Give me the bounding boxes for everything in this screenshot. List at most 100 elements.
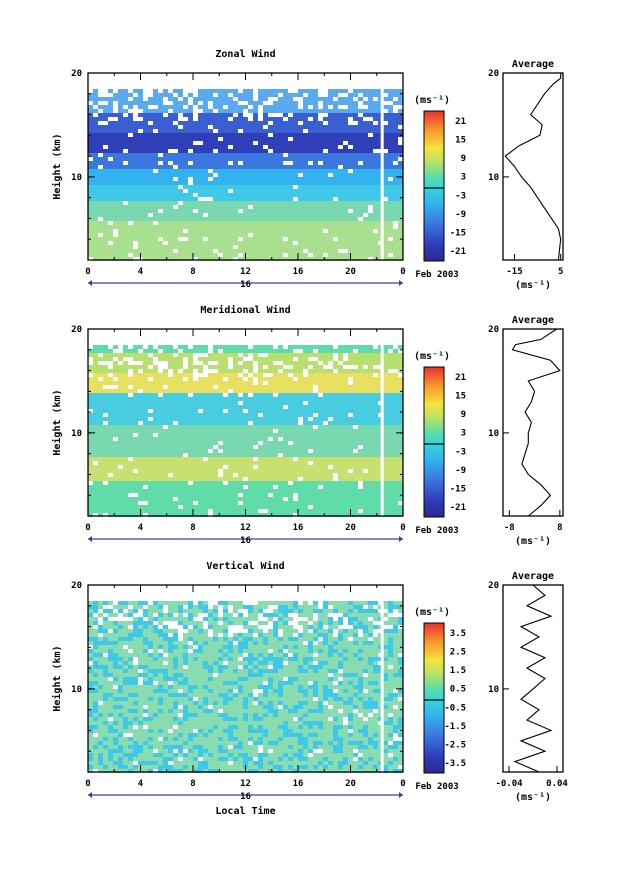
heatmap-cell (203, 233, 208, 237)
heatmap-cell (303, 97, 308, 101)
heatmap-cell (198, 349, 203, 353)
heatmap-cell (353, 357, 358, 361)
heatmap-cell (383, 505, 388, 509)
heatmap-cell (368, 109, 373, 113)
heatmap-cell (398, 473, 403, 477)
heatmap-cell (358, 245, 363, 249)
heatmap-cell (98, 369, 103, 373)
heatmap-cell (263, 169, 268, 173)
heatmap-cell (153, 249, 158, 253)
heatmap-cell (303, 393, 308, 397)
heatmap-cell (213, 217, 218, 221)
heatmap-cell (388, 445, 393, 449)
heatmap-cell (338, 189, 343, 193)
heatmap-cell (158, 185, 163, 189)
heatmap-cell (268, 449, 273, 453)
heatmap-cell (343, 377, 348, 381)
heatmap-cell (388, 481, 393, 485)
heatmap-cell (298, 181, 303, 185)
heatmap-cell (133, 405, 138, 409)
heatmap-cell (188, 241, 193, 245)
heatmap-cell (293, 161, 298, 165)
heatmap-cell (168, 225, 173, 229)
heatmap-cell (168, 493, 173, 497)
heatmap-cell (388, 373, 393, 377)
heatmap-cell (353, 397, 358, 401)
heatmap-cell (328, 245, 333, 249)
heatmap-cell (153, 97, 158, 101)
heatmap-cell (313, 177, 318, 181)
heatmap-cell (398, 461, 403, 465)
heatmap-cell (133, 169, 138, 173)
heatmap-cell (323, 177, 328, 181)
heatmap-cell (323, 345, 328, 349)
heatmap-cell (373, 165, 378, 169)
heatmap-cell (123, 353, 128, 357)
heatmap-cell (313, 209, 318, 213)
heatmap-cell (108, 505, 113, 509)
heatmap-cell (273, 497, 278, 501)
heatmap-cell (353, 201, 358, 205)
heatmap-cell (218, 501, 223, 505)
heatmap-cell (253, 425, 258, 429)
heatmap-cell (158, 485, 163, 489)
heatmap-cell (388, 245, 393, 249)
heatmap-cell (288, 357, 293, 361)
heatmap-cell (193, 181, 198, 185)
heatmap-cell (178, 461, 183, 465)
heatmap-cell (283, 441, 288, 445)
heatmap-cell (303, 349, 308, 353)
heatmap-cell (243, 169, 248, 173)
heatmap-cell (153, 381, 158, 385)
heatmap-cell (298, 461, 303, 465)
heatmap-cell (218, 489, 223, 493)
heatmap-cell (208, 353, 213, 357)
heatmap-cell (163, 173, 168, 177)
heatmap-cell (313, 221, 318, 225)
heatmap-cell (263, 141, 268, 145)
heatmap-cell (368, 429, 373, 433)
heatmap-cell (303, 437, 308, 441)
heatmap-cell (278, 241, 283, 245)
heatmap-cell (103, 189, 108, 193)
heatmap-cell (368, 125, 373, 129)
heatmap-cell (173, 145, 178, 149)
heatmap-cell (188, 205, 193, 209)
heatmap-cell (108, 213, 113, 217)
heatmap-cell (183, 169, 188, 173)
heatmap-cell (133, 505, 138, 509)
heatmap-cell (88, 377, 93, 381)
heatmap-cell (238, 173, 243, 177)
heatmap-cell (123, 385, 128, 389)
heatmap-cell (158, 413, 163, 417)
heatmap-cell (168, 437, 173, 441)
heatmap-cell (93, 121, 98, 125)
heatmap-cell (173, 385, 178, 389)
heatmap-cell (343, 217, 348, 221)
heatmap-cell (128, 157, 133, 161)
heatmap-cell (138, 497, 143, 501)
heatmap-cell (293, 209, 298, 213)
heatmap-cell (258, 497, 263, 501)
heatmap-cell (288, 501, 293, 505)
heatmap-cell (258, 181, 263, 185)
heatmap-cell (258, 385, 263, 389)
heatmap-cell (168, 421, 173, 425)
heatmap-cell (163, 489, 168, 493)
heatmap-cell (118, 485, 123, 489)
heatmap-cell (228, 177, 233, 181)
heatmap-cell (103, 449, 108, 453)
heatmap-cell (233, 197, 238, 201)
heatmap-cell (188, 469, 193, 473)
heatmap-cell (158, 101, 163, 105)
heatmap-cell (313, 189, 318, 193)
heatmap-cell (363, 433, 368, 437)
heatmap-cell (198, 425, 203, 429)
heatmap-cell (353, 105, 358, 109)
heatmap-cell (128, 213, 133, 217)
heatmap-cell (368, 469, 373, 473)
heatmap-cell (223, 425, 228, 429)
heatmap-cell (278, 149, 283, 153)
heatmap-cell (163, 161, 168, 165)
heatmap-cell (133, 197, 138, 201)
